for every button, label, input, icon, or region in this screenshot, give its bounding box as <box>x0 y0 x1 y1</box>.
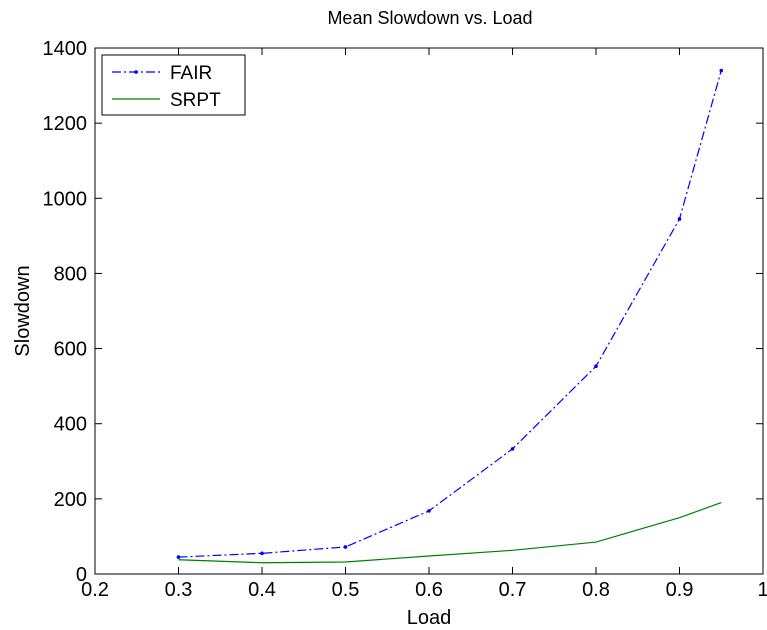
data-point-fair <box>260 551 264 556</box>
legend: FAIR SRPT <box>101 54 246 116</box>
data-point-fair <box>677 217 682 221</box>
series-line-fair <box>178 70 722 558</box>
plot-area-frame <box>94 47 764 575</box>
y-tick-label: 200 <box>54 489 87 511</box>
y-tick-label: 0 <box>76 564 87 586</box>
data-point-fair <box>176 555 181 559</box>
y-tick-label: 800 <box>54 263 87 285</box>
x-tick-label: 0.2 <box>81 579 109 601</box>
x-tick-label: 0.4 <box>248 579 276 601</box>
data-point-fair <box>510 447 515 451</box>
y-tick-label: 1000 <box>43 188 88 210</box>
data-point-fair <box>719 68 724 73</box>
legend-marker-fair <box>134 70 138 74</box>
x-axis-label: Load <box>407 607 452 629</box>
data-point-fair <box>427 509 431 513</box>
legend-label-fair: FAIR <box>170 63 212 84</box>
y-tick-label: 1400 <box>43 38 88 60</box>
x-tick-label: 0.6 <box>415 579 443 601</box>
legend-label-srpt: SRPT <box>170 90 221 111</box>
series-line-srpt <box>178 502 722 564</box>
legend-box <box>101 54 246 116</box>
y-tick-label: 600 <box>54 339 87 361</box>
x-tick-label: 0.3 <box>165 579 193 601</box>
x-tick-label: 0.7 <box>499 579 527 601</box>
y-tick-label: 400 <box>54 414 87 436</box>
chart-title: Mean Slowdown vs. Load <box>327 8 532 28</box>
series-layer <box>176 68 724 564</box>
x-tick-label: 0.9 <box>666 579 694 601</box>
x-tick-label: 0.8 <box>582 579 610 601</box>
data-point-fair <box>594 364 598 369</box>
x-tick-label: 1 <box>757 579 767 601</box>
y-axis-label: Slowdown <box>12 265 34 356</box>
y-axis: 0 200 400 600 800 1000 1200 1400 <box>43 38 763 586</box>
data-point-fair <box>343 545 348 549</box>
x-tick-label: 0.5 <box>332 579 360 601</box>
y-tick-label: 1200 <box>43 113 88 135</box>
x-axis: 0.2 0.3 0.4 0.5 0.6 0.7 0.8 0.9 1 <box>81 48 767 601</box>
